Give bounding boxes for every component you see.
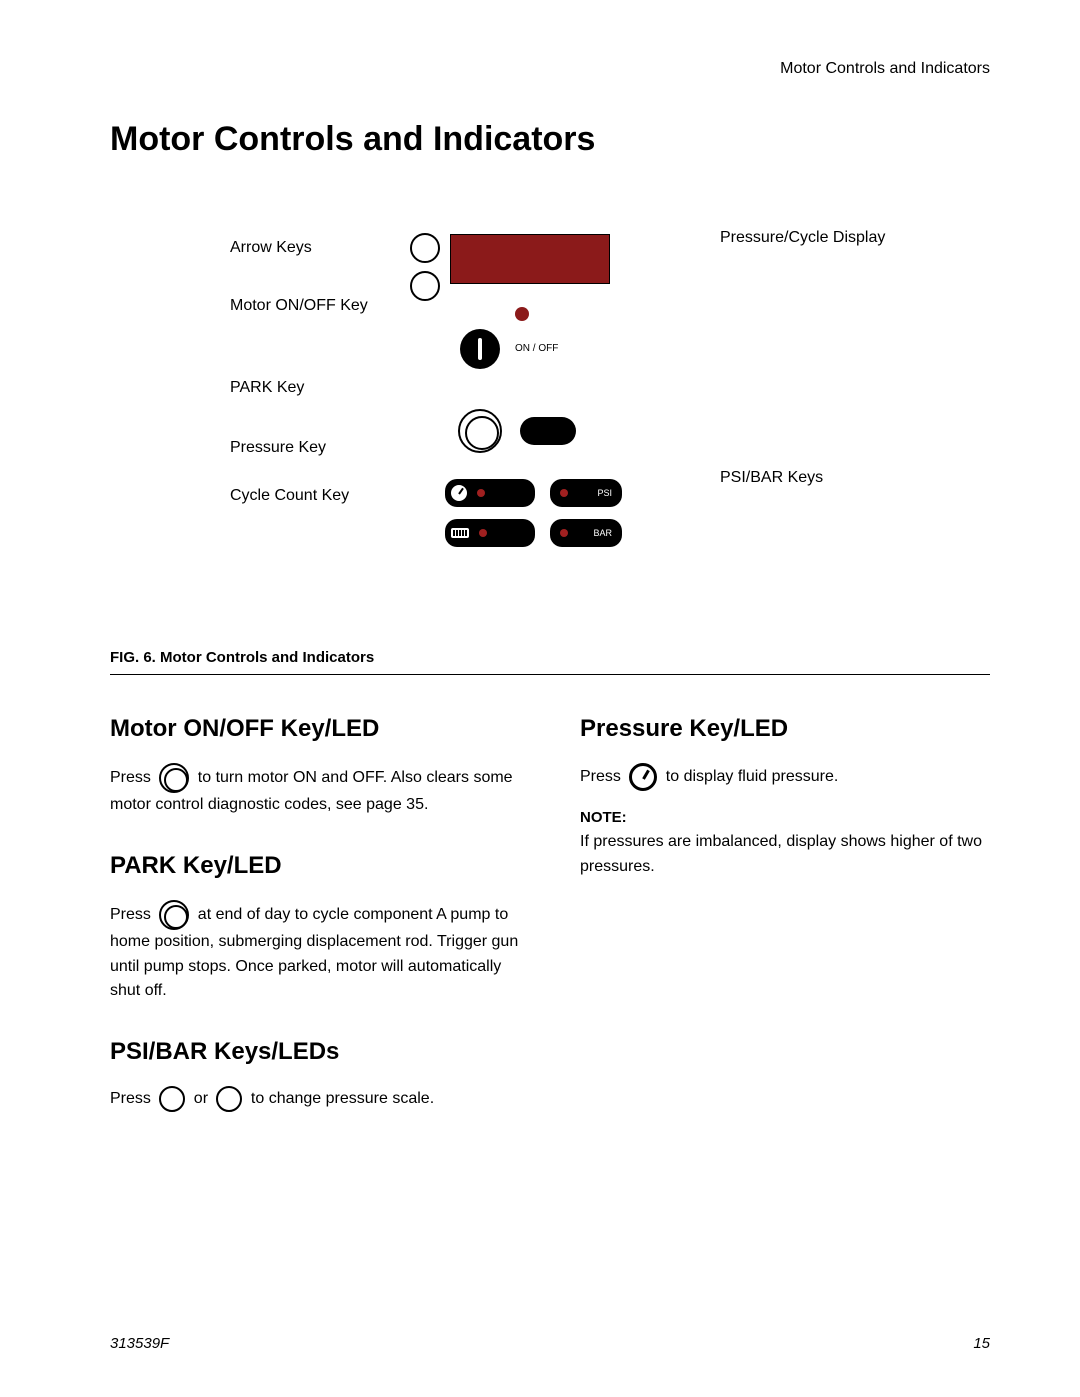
footer-page-number: 15 [973,1335,990,1352]
power-button-icon [460,329,500,369]
text-fragment: Press [580,768,625,785]
text-fragment: Press [110,906,155,923]
pressure-key-pill [445,479,535,507]
bar-text: BAR [593,528,612,538]
para-pressure: Press to display fluid pressure. [580,763,990,791]
figure-caption: FIG. 6. Motor Controls and Indicators [110,649,990,666]
bar-pill: BAR [550,519,622,547]
gauge-inline-icon [629,763,657,791]
label-park: PARK Key [230,379,304,397]
cycle-led-icon [479,529,487,537]
text-fragment: to display fluid pressure. [666,768,839,785]
footer-doc-number: 313539F [110,1335,169,1352]
onoff-led-icon [515,307,529,321]
park-button-icon [458,409,502,453]
text-fragment: Press [110,1090,155,1107]
pressure-led-icon [477,489,485,497]
text-fragment: or [194,1090,213,1107]
text-fragment: Press [110,769,155,786]
park-badge-icon [520,417,576,445]
para-motor-onoff: Press to turn motor ON and OFF. Also cle… [110,763,520,818]
label-pressure: Pressure Key [230,439,326,457]
gauge-icon [451,485,467,501]
bar-button-inline-icon [216,1086,242,1112]
label-arrow-keys: Arrow Keys [230,239,312,257]
arrow-up-icon [410,233,440,263]
power-button-inline-icon [159,763,189,793]
heading-psibar: PSI/BAR Keys/LEDs [110,1038,520,1066]
label-psibar: PSI/BAR Keys [720,469,823,487]
psi-text: PSI [597,488,612,498]
right-column: Pressure Key/LED Press to display fluid … [580,705,990,1122]
label-motor-onoff: Motor ON/OFF Key [230,297,368,315]
heading-pressure: Pressure Key/LED [580,715,990,743]
page-title: Motor Controls and Indicators [110,120,990,159]
counter-icon [451,528,469,538]
label-display: Pressure/Cycle Display [720,229,885,247]
park-button-inline-icon [159,900,189,930]
heading-park: PARK Key/LED [110,852,520,880]
note-body: If pressures are imbalanced, display sho… [580,830,990,880]
page-footer: 313539F 15 [110,1335,990,1352]
text-fragment: to change pressure scale. [251,1090,434,1107]
arrow-down-icon [410,271,440,301]
psi-pill: PSI [550,479,622,507]
bar-led-icon [560,529,568,537]
content-columns: Motor ON/OFF Key/LED Press to turn motor… [110,705,990,1122]
para-park: Press at end of day to cycle component A… [110,900,520,1004]
left-column: Motor ON/OFF Key/LED Press to turn motor… [110,705,520,1122]
psi-button-inline-icon [159,1086,185,1112]
onoff-text: ON / OFF [515,343,558,354]
label-cycle: Cycle Count Key [230,487,349,505]
psi-led-icon [560,489,568,497]
controls-diagram: Arrow Keys Motor ON/OFF Key PARK Key Pre… [110,229,990,599]
figure-rule [110,674,990,675]
para-psibar: Press or to change pressure scale. [110,1086,520,1112]
pressure-display-icon [450,234,610,284]
note-label: NOTE: [580,809,990,826]
header-section-label: Motor Controls and Indicators [780,60,990,78]
heading-motor-onoff: Motor ON/OFF Key/LED [110,715,520,743]
cycle-key-pill [445,519,535,547]
